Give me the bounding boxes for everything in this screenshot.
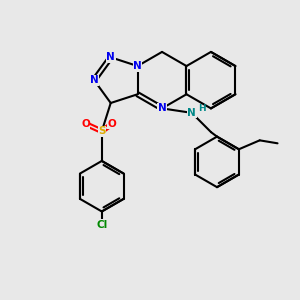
- Text: N: N: [106, 52, 115, 62]
- Text: O: O: [108, 119, 117, 129]
- Text: N: N: [90, 75, 98, 85]
- Text: O: O: [81, 119, 90, 129]
- Text: N: N: [133, 61, 142, 71]
- Text: N: N: [188, 108, 196, 118]
- Text: Cl: Cl: [96, 220, 107, 230]
- Text: N: N: [158, 103, 166, 113]
- Text: H: H: [198, 104, 206, 113]
- Text: S: S: [98, 126, 106, 136]
